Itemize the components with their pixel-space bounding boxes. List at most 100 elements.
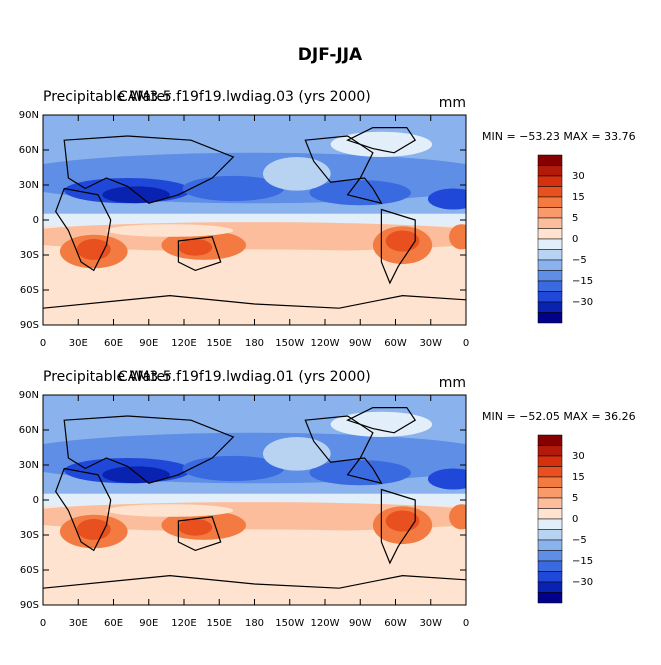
left-title: Precipitable Water [43, 369, 171, 385]
lon-label: 90W [349, 618, 372, 629]
field-blob [385, 510, 420, 532]
colorbar-box [537, 154, 563, 166]
units: mm [439, 375, 466, 391]
colorbar-box [537, 466, 563, 478]
lon-label: 90W [349, 338, 372, 349]
colorbar-label: −30 [572, 577, 593, 588]
coastline [177, 516, 222, 552]
field [43, 395, 466, 605]
lat-label: 30S [20, 530, 39, 541]
colorbar-label: 30 [572, 451, 585, 462]
colorbar-label: −5 [572, 535, 587, 546]
colorbar-box [537, 497, 563, 509]
field-blob [330, 131, 433, 157]
colorbar-box [537, 196, 563, 208]
field-blob [262, 157, 331, 191]
lat-label: 30S [20, 250, 39, 261]
field-blob [178, 518, 213, 536]
field-blob [262, 437, 331, 471]
colorbar-box [537, 175, 563, 187]
field-blob [43, 529, 466, 563]
lon-label: 60E [104, 338, 123, 349]
colorbar-box [537, 291, 563, 303]
units: mm [439, 95, 466, 111]
lat-label: 0 [33, 495, 39, 506]
field-blob [182, 175, 285, 202]
coastline [380, 208, 416, 285]
lat-label: 30N [19, 460, 39, 471]
colorbar-label: 5 [572, 213, 578, 224]
colorbar-box [537, 238, 563, 250]
lon-label: 60E [104, 618, 123, 629]
field-blob [330, 411, 433, 437]
center-title: CAM3.5.f19f19.lwdiag.01 (yrs 2000) [118, 369, 371, 385]
colorbar-box [537, 592, 563, 604]
colorbar-box [537, 301, 563, 313]
colorbar-box [537, 312, 563, 324]
lat-label: 60N [19, 145, 39, 156]
colorbar-box [537, 476, 563, 488]
lon-label: 0 [40, 618, 46, 629]
lat-label: 90N [19, 110, 39, 121]
colorbar-label: −5 [572, 255, 587, 266]
colorbar-box [537, 581, 563, 593]
colorbar-box [537, 217, 563, 229]
lon-label: 120E [171, 338, 196, 349]
colorbar-label: 0 [572, 234, 578, 245]
colorbar-label: 15 [572, 472, 585, 483]
field-blob [309, 180, 412, 206]
coastline [380, 488, 416, 565]
coastline [304, 415, 383, 485]
min-max: MIN = −53.23 MAX = 33.76 [482, 130, 636, 143]
lon-label: 0 [463, 618, 469, 629]
coastline [43, 294, 466, 309]
field-blob [106, 224, 234, 237]
lon-label: 30E [69, 338, 88, 349]
coastline [177, 236, 222, 272]
lat-label: 60S [20, 285, 39, 296]
left-title: Precipitable Water [43, 89, 171, 105]
colorbar-label: 30 [572, 171, 585, 182]
lon-label: 60W [384, 618, 407, 629]
lon-label: 120E [171, 618, 196, 629]
field-blob [427, 468, 466, 490]
coastline [55, 187, 112, 272]
lon-label: 180 [245, 338, 264, 349]
field-blob [449, 224, 466, 250]
colorbar-label: −30 [572, 297, 593, 308]
lon-label: 60W [384, 338, 407, 349]
field-bg [43, 213, 466, 227]
lon-label: 30W [419, 618, 442, 629]
field-blob [178, 238, 213, 256]
lon-label: 30W [419, 338, 442, 349]
colorbar-box [537, 539, 563, 551]
coastline [304, 135, 383, 205]
colorbar-box [537, 165, 563, 177]
colorbar-label: −15 [572, 556, 593, 567]
coastline [43, 574, 466, 589]
colorbar-box [537, 228, 563, 240]
coastline [346, 127, 417, 154]
field-bg [43, 493, 466, 507]
field [43, 115, 466, 325]
colorbar-box [537, 518, 563, 530]
colorbar-box [537, 455, 563, 467]
colorbar-box [537, 571, 563, 583]
field-blob [182, 455, 285, 482]
field-blob [102, 466, 170, 484]
lat-label: 0 [33, 215, 39, 226]
colorbar-box [537, 487, 563, 499]
field-blob [76, 238, 111, 260]
field-blob [309, 460, 412, 486]
field-blob [427, 188, 466, 210]
field-blob [106, 504, 234, 517]
colorbar-label: 5 [572, 493, 578, 504]
colorbar-box [537, 259, 563, 271]
colorbar-box [537, 280, 563, 292]
lat-label: 90N [19, 390, 39, 401]
field-blob [385, 230, 420, 252]
colorbar-box [537, 434, 563, 446]
lat-label: 60N [19, 425, 39, 436]
